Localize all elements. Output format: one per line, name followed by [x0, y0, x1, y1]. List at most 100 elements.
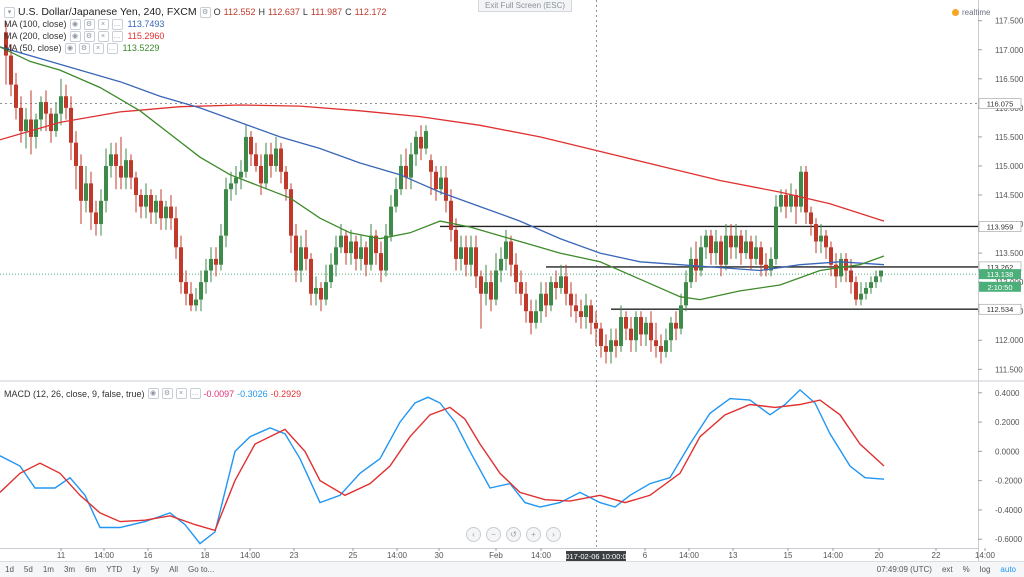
macd-legend: MACD (12, 26, close, 9, false, true) ◉ ⚙…: [4, 388, 301, 399]
indicator-ma50[interactable]: MA (50, close) ◉ ⚙ × … 113.5229: [4, 42, 386, 54]
candle-body: [699, 247, 703, 271]
candle-body: [224, 189, 228, 236]
log-toggle[interactable]: log: [979, 565, 991, 574]
candle-body: [104, 165, 108, 201]
candle-body: [754, 247, 758, 259]
exit-fullscreen-button[interactable]: Exit Full Screen (ESC): [478, 0, 573, 12]
candle-body: [269, 154, 273, 166]
price-label: 112.534: [987, 305, 1014, 314]
candle-body: [844, 258, 848, 271]
range-1y[interactable]: 1y: [132, 565, 141, 574]
macd-label: MACD (12, 26, close, 9, false, true): [4, 388, 145, 399]
range-3m[interactable]: 3m: [63, 565, 76, 574]
indicator-ma200[interactable]: MA (200, close) ◉ ⚙ × … 115.2960: [4, 30, 386, 42]
settings-icon[interactable]: ⚙: [199, 6, 211, 18]
range-all[interactable]: All: [169, 565, 178, 574]
candle-body: [549, 282, 553, 306]
crosshair-time-label: 2017-02-06 10:00:00: [561, 552, 631, 561]
candle-body: [229, 183, 233, 190]
close-icon[interactable]: ×: [92, 42, 104, 54]
time-tick-label: 14:00: [823, 551, 844, 560]
ext-toggle[interactable]: ext: [941, 565, 953, 574]
crosshair-time-bg: [566, 551, 626, 561]
candle-body: [559, 276, 563, 288]
candle-body: [164, 206, 168, 219]
reset-icon[interactable]: ↺: [506, 527, 521, 542]
candle-body: [759, 247, 763, 265]
candle-body: [119, 165, 123, 178]
close-icon[interactable]: ×: [97, 18, 109, 30]
candle-body: [584, 305, 588, 317]
more-icon[interactable]: …: [189, 388, 201, 399]
settings-icon[interactable]: ⚙: [83, 30, 95, 42]
range-5d[interactable]: 5d: [23, 565, 33, 574]
candle-body: [604, 346, 608, 352]
percent-toggle[interactable]: %: [962, 565, 970, 574]
range-5y[interactable]: 5y: [150, 565, 160, 574]
candle-body: [409, 154, 413, 178]
candle-body: [704, 235, 708, 248]
candle-body: [184, 282, 188, 294]
settings-icon[interactable]: ⚙: [161, 388, 173, 399]
time-tick-label: 14:00: [387, 551, 408, 560]
candle-body: [739, 235, 743, 254]
eye-icon[interactable]: ◉: [147, 388, 159, 399]
ohlc-high-key: H: [258, 7, 266, 17]
eye-icon[interactable]: ◉: [69, 18, 81, 30]
ma50-label: MA (50, close): [4, 43, 62, 53]
range-ytd[interactable]: YTD: [106, 565, 123, 574]
zoom-in-icon[interactable]: +: [526, 527, 541, 542]
candle-body: [639, 317, 643, 335]
time-tick-label: 30: [435, 551, 444, 560]
candle-body: [779, 195, 783, 207]
more-icon[interactable]: …: [111, 18, 123, 30]
range-6m[interactable]: 6m: [85, 565, 97, 574]
candle-body: [554, 282, 558, 288]
price-tick-label: 112.000: [995, 336, 1024, 345]
go-to-button[interactable]: Go to...: [187, 565, 215, 574]
candle-body: [344, 235, 348, 254]
collapse-icon[interactable]: ▾: [4, 6, 15, 18]
candle-body: [19, 107, 23, 132]
candle-body: [509, 241, 513, 265]
settings-icon[interactable]: ⚙: [83, 18, 95, 30]
candle-body: [4, 32, 8, 56]
macd-tick-label: 0.4000: [995, 389, 1020, 398]
candle-body: [804, 171, 808, 213]
chart-legend: ▾ U.S. Dollar/Japanese Yen, 240, FXCM ⚙ …: [4, 6, 386, 54]
close-icon[interactable]: ×: [97, 30, 109, 42]
candle-body: [769, 258, 773, 271]
more-icon[interactable]: …: [106, 42, 118, 54]
eye-icon[interactable]: ◉: [69, 30, 81, 42]
more-icon[interactable]: …: [111, 30, 123, 42]
close-icon[interactable]: ×: [175, 388, 187, 399]
candle-body: [419, 136, 423, 149]
indicator-ma100[interactable]: MA (100, close) ◉ ⚙ × … 113.7493: [4, 18, 386, 30]
realtime-indicator[interactable]: realtime: [952, 8, 990, 17]
candle-body: [314, 287, 318, 294]
candle-body: [294, 235, 298, 271]
settings-icon[interactable]: ⚙: [78, 42, 90, 54]
candle-body: [334, 247, 338, 265]
time-tick-label: 14:00: [679, 551, 700, 560]
ohlc-low-key: L: [302, 7, 308, 17]
candle-body: [254, 154, 258, 166]
time-tick-label: 16: [144, 551, 153, 560]
scroll-left-icon[interactable]: ‹: [466, 527, 481, 542]
candle-body: [49, 113, 53, 132]
candle-body: [284, 171, 288, 190]
candle-body: [499, 258, 503, 271]
range-1m[interactable]: 1m: [42, 565, 54, 574]
macd-signal-line: [0, 399, 885, 532]
candle-body: [629, 328, 633, 341]
eye-icon[interactable]: ◉: [64, 42, 76, 54]
candle-body: [694, 258, 698, 271]
ohlc-low: 111.987: [310, 7, 343, 17]
scroll-right-icon[interactable]: ›: [546, 527, 561, 542]
candle-body: [869, 282, 873, 288]
zoom-out-icon[interactable]: −: [486, 527, 501, 542]
candle-body: [524, 293, 528, 312]
range-1d[interactable]: 1d: [5, 565, 14, 574]
auto-toggle[interactable]: auto: [1000, 565, 1016, 574]
